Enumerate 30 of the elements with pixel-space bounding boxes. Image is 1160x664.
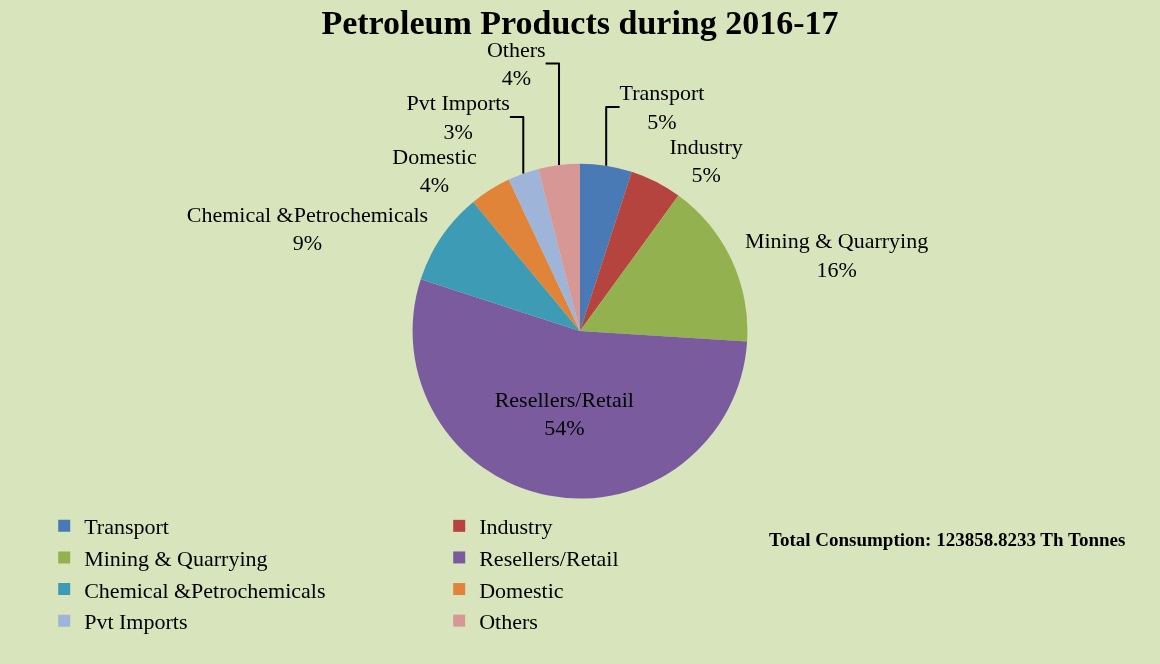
legend-label: Resellers/Retail [479,546,619,572]
slice-label: Mining & Quarrying [744,228,929,254]
legend-label: Others [479,609,538,635]
legend-label: Industry [479,514,553,540]
data-label: 16% [816,256,857,282]
legend-label: Pvt Imports [84,609,188,635]
data-label: 5% [647,108,677,134]
data-label: 54% [544,415,585,441]
data-label: 9% [292,230,323,256]
slice-label: Pvt Imports [406,90,510,116]
pie-slice [580,171,679,332]
pie-slice [508,168,580,332]
text: Total Consumption: 123858.8233 Th Tonnes [769,529,1126,550]
slice-label: Industry [669,133,743,159]
legend-label: Chemical &Petrochemicals [84,577,326,603]
legend-label: Transport [84,514,169,540]
slice-label: Chemical &Petrochemicals [186,201,429,227]
slice-label: Transport [619,80,705,106]
slice-label: Resellers/Retail [494,386,634,412]
data-label: 4% [419,172,450,198]
data-label: 4% [501,65,531,91]
pie-slice [580,163,632,332]
slice-label: Domestic [392,143,477,169]
legend-label: Domestic [479,577,564,603]
pie-slice [538,163,580,332]
data-label: 3% [443,118,473,144]
pie-slice [473,179,580,332]
data-label: 5% [691,162,721,188]
pie-slice [412,279,748,499]
legend-label: Mining & Quarrying [84,546,268,572]
